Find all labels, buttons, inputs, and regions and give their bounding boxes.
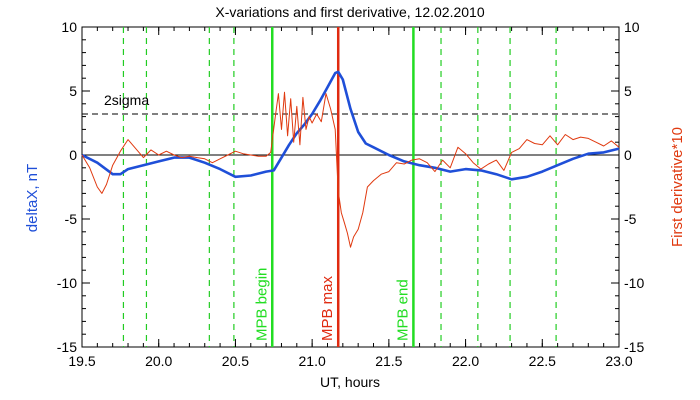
y-tick-label-right: -10 <box>624 275 644 291</box>
vertical-marker-label: MPB end <box>394 279 411 341</box>
y-tick-label-left: 0 <box>69 147 77 163</box>
x-tick-label: 19.5 <box>68 353 95 369</box>
series-group <box>81 70 620 248</box>
x-tick-label: 22.0 <box>452 353 479 369</box>
x-axis-label: UT, hours <box>320 374 380 390</box>
x-tick-label: 21.0 <box>299 353 326 369</box>
x-tick-label: 20.0 <box>145 353 172 369</box>
axis-tick-labels: 19.5 20.0 20.5 21.0 21.5 22.0 22.5 23.0 10 10 5 5 0 0… <box>57 19 645 369</box>
axis-ticks <box>81 26 620 348</box>
y-axis-label-left: deltaX, nT <box>24 164 41 232</box>
y-tick-label-right: 5 <box>624 83 632 99</box>
threshold-label: 2sigma <box>104 92 149 108</box>
x-tick-label: 22.5 <box>529 353 556 369</box>
x-tick-label: 20.5 <box>222 353 249 369</box>
deltax-series-line <box>81 70 620 181</box>
y-tick-label-right: 0 <box>624 147 632 163</box>
y-tick-label-left: -15 <box>57 339 77 355</box>
y-tick-label-right: -15 <box>624 339 644 355</box>
vertical-marker-label: MPB max <box>319 275 336 341</box>
y-tick-label-left: -10 <box>57 275 77 291</box>
y-tick-label-left: 5 <box>69 83 77 99</box>
y-tick-label-right: -5 <box>624 211 637 227</box>
chart-title: X-variations and first derivative, 12.02… <box>215 4 484 20</box>
vertical-marker-label: MPB begin <box>253 268 270 341</box>
x-tick-label: 23.0 <box>605 353 632 369</box>
plot-frame <box>81 26 620 348</box>
derivative-series-line <box>81 91 620 248</box>
marker-lines <box>82 27 619 347</box>
y-axis-label-right: First derivative*10 <box>669 127 686 247</box>
x-tick-label: 21.5 <box>375 353 402 369</box>
y-tick-label-left: -5 <box>65 211 78 227</box>
y-tick-label-left: 10 <box>61 19 77 35</box>
y-tick-label-right: 10 <box>624 19 640 35</box>
